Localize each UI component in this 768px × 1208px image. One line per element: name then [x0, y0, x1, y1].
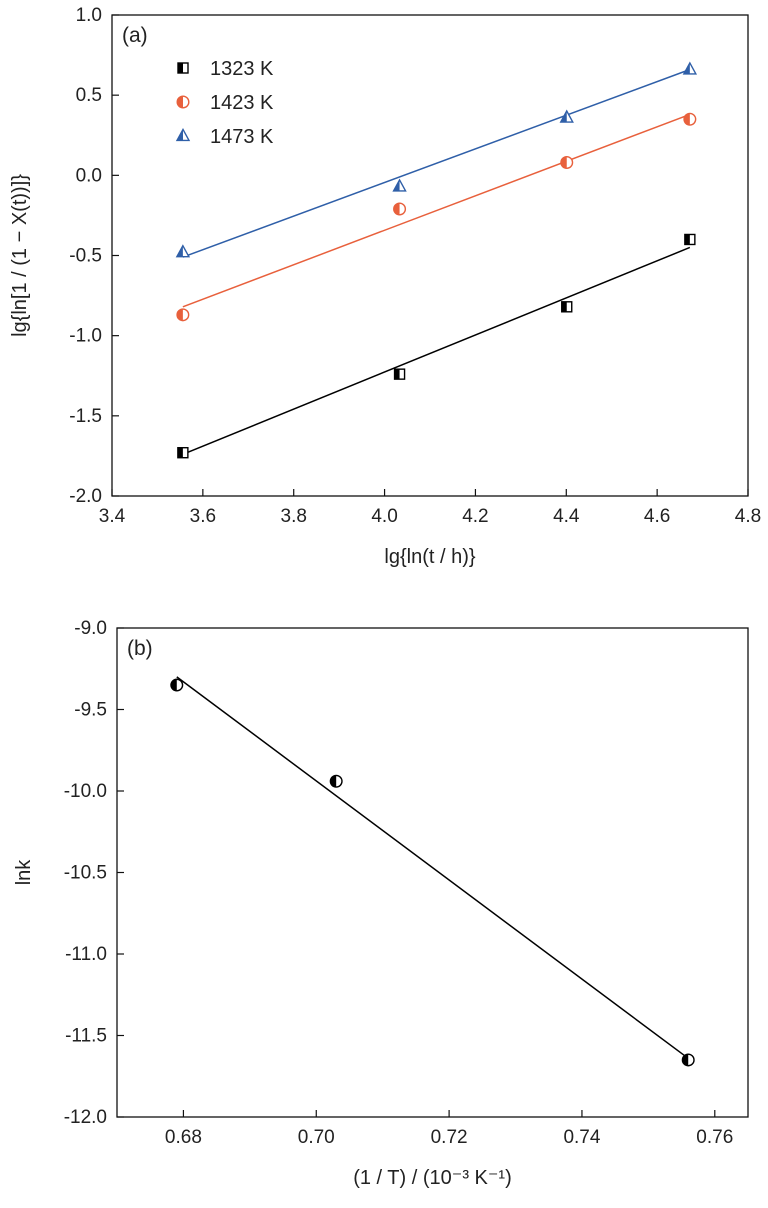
y-tick-label: -11.5 — [65, 1026, 107, 1047]
y-tick-label: 0.0 — [76, 165, 102, 186]
y-axis-title-b: lnk — [13, 859, 35, 886]
x-tick-label: 0.76 — [696, 1127, 733, 1148]
data-point-series-2 — [175, 244, 191, 258]
plot-frame-a — [111, 14, 749, 497]
x-tick-label: 4.8 — [735, 506, 761, 527]
x-tick-label: 4.2 — [462, 506, 488, 527]
legend-marker-1 — [176, 95, 190, 109]
legend-marker-2 — [175, 127, 191, 142]
y-tick-label: -9.0 — [74, 618, 107, 639]
y-tick-label: -9.5 — [74, 700, 107, 721]
data-point-series-1 — [176, 308, 190, 322]
y-axis-title-a: lg{ln[1 / (1 − X(t))]} — [9, 174, 31, 337]
data-point-series-1 — [683, 112, 697, 126]
fit-line-series-0 — [182, 246, 691, 456]
points-b — [170, 678, 695, 1067]
x-tick-label: 4.4 — [553, 506, 580, 527]
x-tick-label: 0.72 — [431, 1127, 468, 1148]
x-ticks-b: 0.68 0.70 0.72 0.74 0.76 — [165, 1110, 733, 1148]
y-tick-label: 0.5 — [76, 85, 102, 106]
x-ticks-a: 3.4 3.6 3.8 4.0 4.2 4.4 4.6 4.8 — [99, 489, 761, 527]
data-point-series-0 — [393, 368, 406, 380]
data-point-series-0 — [561, 301, 573, 313]
data-point-series-0 — [177, 447, 189, 459]
panel-a: -2.0 -1.5 -1.0 -0.5 0.0 0.5 1.0 3.4 3.6 3.8 4.0 4.… — [9, 5, 761, 568]
y-tick-label: -12.0 — [64, 1107, 107, 1128]
y-tick-label: -1.0 — [69, 326, 102, 347]
x-tick-label: 3.6 — [190, 506, 216, 527]
x-tick-label: 4.6 — [644, 506, 670, 527]
panel-label-b: (b) — [127, 637, 153, 660]
data-point-series-1 — [393, 202, 407, 216]
points-a — [175, 61, 698, 459]
data-point-series-0 — [681, 1053, 695, 1067]
data-point-series-2 — [392, 178, 407, 192]
y-tick-label: -11.0 — [65, 944, 107, 965]
panel-b: -12.0-11.5-11.0-10.5-10.0-9.5-9.0 0.68 0.… — [13, 618, 749, 1189]
y-ticks-a: -2.0 -1.5 -1.0 -0.5 0.0 0.5 1.0 — [69, 5, 119, 507]
x-tick-label: 0.70 — [298, 1127, 335, 1148]
legend-label-0: 1323 K — [210, 58, 274, 80]
data-point-series-0 — [329, 774, 343, 788]
data-point-series-2 — [682, 61, 698, 75]
y-tick-label: 1.0 — [76, 5, 102, 26]
x-axis-title-a: lg{ln(t / h)} — [384, 546, 475, 568]
legend-marker-0 — [177, 62, 189, 74]
data-point-series-0 — [684, 233, 696, 246]
x-tick-label: 3.8 — [281, 506, 307, 527]
y-ticks-b: -12.0 -11.5 -11.0 -10.5 -10.0 -9.5 -9.0 — [64, 618, 124, 1128]
fit-line-series-0 — [176, 676, 689, 1059]
y-tick-label: -1.5 — [69, 406, 102, 427]
plot-frame-b — [116, 627, 749, 1118]
y-tick-label: -2.0 — [69, 486, 102, 507]
legend-a: 1323 K 1423 K 1473 K — [175, 58, 274, 148]
fit-lines-a — [182, 68, 691, 456]
data-point-series-0 — [170, 678, 184, 692]
x-tick-label: 0.74 — [563, 1127, 600, 1148]
legend-label-1: 1423 K — [210, 92, 274, 114]
data-point-series-1 — [560, 156, 574, 170]
panel-label-a: (a) — [122, 24, 148, 47]
y-tick-label: -0.5 — [69, 246, 102, 267]
y-tick-label: -10.5 — [64, 863, 107, 884]
x-tick-label: 4.0 — [371, 506, 397, 527]
fit-line-series-2 — [182, 68, 691, 258]
fit-lines-b — [176, 676, 689, 1059]
x-axis-title-b: (1 / T) / (10⁻³ K⁻¹) — [353, 1167, 512, 1189]
x-tick-label: 0.68 — [165, 1127, 202, 1148]
y-tick-label: -10.0 — [64, 781, 107, 802]
data-point-series-2 — [559, 109, 574, 123]
x-tick-label: 3.4 — [99, 506, 126, 527]
legend-label-2: 1473 K — [210, 126, 274, 148]
fit-line-series-1 — [182, 113, 691, 308]
